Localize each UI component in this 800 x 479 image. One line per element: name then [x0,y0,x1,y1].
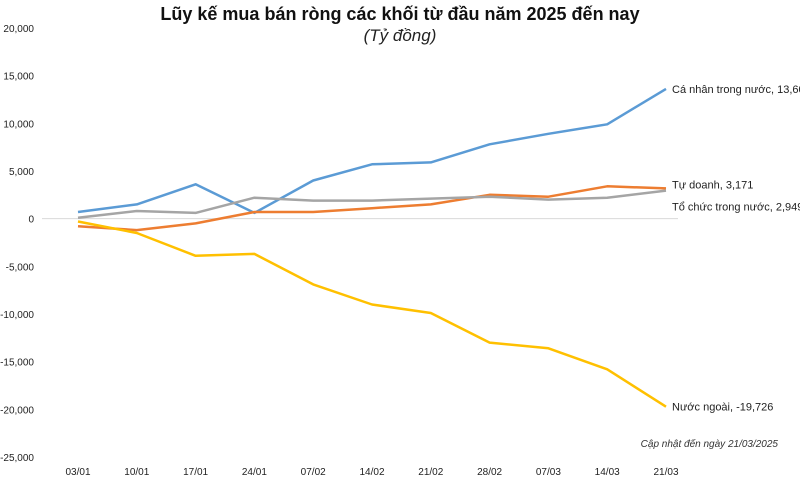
series-end-label: Tổ chức trong nước, 2,949 [672,202,800,214]
y-tick-label: -10,000 [0,310,34,321]
chart-subtitle: (Tỷ đồng) [363,26,437,45]
x-tick-label: 07/02 [301,467,326,478]
update-note: Cập nhật đến ngày 21/03/2025 [640,439,778,450]
x-tick-label: 28/02 [477,467,502,478]
series-end-label: Cá nhân trong nước, 13,607 [672,84,800,96]
y-tick-label: 20,000 [3,24,34,35]
y-tick-label: -15,000 [0,358,34,369]
series-end-label: Tự doanh, 3,171 [672,179,753,191]
series-line [77,220,667,408]
y-tick-label: 15,000 [3,72,34,83]
x-tick-label: 07/03 [536,467,561,478]
series-end-labels: Cá nhân trong nước, 13,607 Tự doanh, 3,17… [672,84,800,414]
series-lines [77,87,667,408]
y-tick-label: 0 [28,215,34,226]
series-line [77,87,667,215]
x-tick-label: 21/03 [653,467,678,478]
x-tick-label: 14/02 [359,467,384,478]
x-tick-label: 24/01 [242,467,267,478]
x-axis: 03/01 10/01 17/01 24/01 07/02 14/02 21/02 28/02… [65,467,678,478]
x-tick-label: 14/03 [595,467,620,478]
x-tick-label: 17/01 [183,467,208,478]
x-tick-label: 21/02 [418,467,443,478]
x-tick-label: 03/01 [65,467,90,478]
y-tick-label: -5,000 [6,262,35,273]
y-tick-label: -25,000 [0,453,34,464]
y-tick-label: 5,000 [9,167,34,178]
y-tick-label: 10,000 [3,119,34,130]
chart-title: Lũy kế mua bán ròng các khối từ đầu năm … [160,4,640,24]
y-axis: 20,000 15,000 10,000 5,000 0 -5,000 -10,000 -15… [0,24,678,464]
x-tick-label: 10/01 [124,467,149,478]
y-tick-label: -20,000 [0,405,34,416]
series-end-label: Nước ngoài, -19,726 [672,402,773,414]
